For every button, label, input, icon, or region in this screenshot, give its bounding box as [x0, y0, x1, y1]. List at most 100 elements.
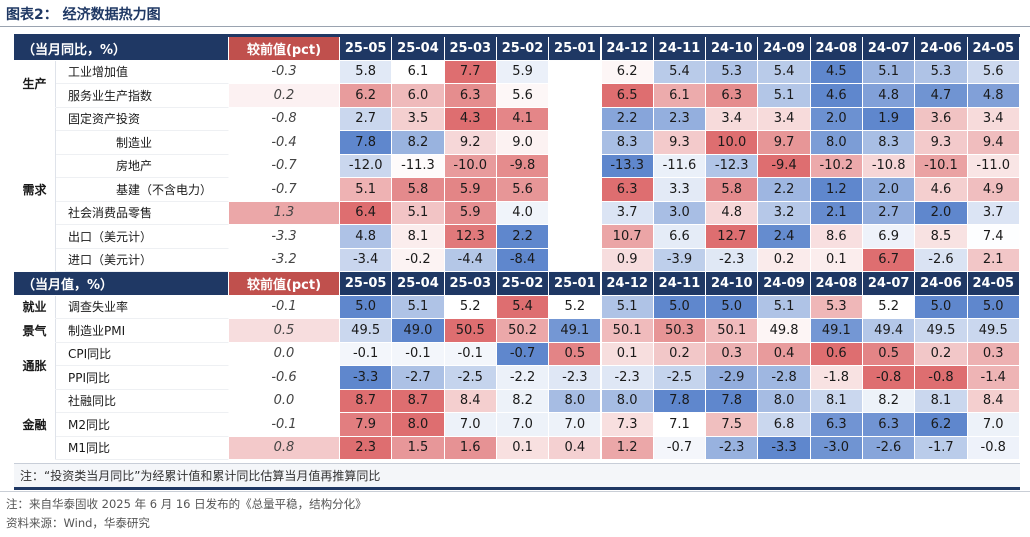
heat-cell: 3.0: [653, 201, 707, 225]
indicator-label: M2同比: [56, 413, 229, 437]
heat-cell: -10.0: [444, 154, 497, 178]
change-value: 0.8: [229, 436, 340, 460]
heat-cell: 7.0: [549, 413, 602, 437]
heat-cell: -8.4: [496, 248, 550, 272]
heat-cell: 8.0: [549, 389, 602, 413]
indicator-label: 调查失业率: [56, 295, 229, 319]
column-header: 24-06: [915, 37, 968, 61]
heat-cell: 5.1: [758, 84, 811, 108]
heat-cell: -3.3: [340, 366, 393, 390]
heat-cell: 4.7: [915, 84, 968, 108]
column-header: 25-01: [549, 272, 602, 296]
change-value: -0.7: [229, 178, 340, 202]
change-header: 较前值(pct): [229, 272, 340, 296]
heat-cell: 5.1: [863, 60, 916, 84]
heat-cell: 5.4: [758, 60, 811, 84]
footnote-source: 注：来自华泰固收 2025 年 6 月 16 日发布的《总量平稳，结构分化》: [6, 497, 367, 511]
heat-cell: 8.4: [444, 389, 497, 413]
heat-cell: 49.0: [392, 319, 445, 343]
heat-cell: [549, 248, 602, 272]
heat-cell: 0.1: [810, 248, 863, 272]
indicator-label: 制造业PMI: [56, 319, 229, 343]
heat-cell: 8.1: [915, 389, 968, 413]
heat-cell: 3.3: [653, 178, 707, 202]
heat-cell: 6.0: [392, 84, 445, 108]
heat-cell: -11.3: [392, 154, 445, 178]
heat-cell: 8.2: [863, 389, 916, 413]
indicator-label: 服务业生产指数: [56, 84, 229, 108]
heat-cell: 0.1: [601, 342, 654, 366]
heat-cell: 1.5: [392, 436, 445, 460]
heat-cell: 0.1: [496, 436, 550, 460]
heat-cell: -1.7: [915, 436, 968, 460]
heat-cell: -2.7: [392, 366, 445, 390]
heat-cell: 49.1: [549, 319, 602, 343]
column-header: 24-07: [863, 37, 916, 61]
heat-cell: -10.1: [915, 154, 968, 178]
heat-cell: [549, 84, 602, 108]
heat-cell: 7.7: [444, 60, 497, 84]
column-header: 25-02: [496, 37, 550, 61]
heat-cell: 3.6: [915, 107, 968, 131]
heat-cell: 5.9: [496, 60, 550, 84]
change-value: 0.5: [229, 319, 340, 343]
heat-cell: -4.4: [444, 248, 497, 272]
column-header: 25-02: [496, 272, 550, 296]
heat-cell: 1.9: [863, 107, 916, 131]
heat-cell: -0.1: [444, 342, 497, 366]
heat-cell: 7.0: [496, 413, 550, 437]
heat-cell: 8.0: [601, 389, 654, 413]
heat-cell: 8.4: [967, 389, 1020, 413]
heat-cell: 5.1: [340, 178, 393, 202]
heat-cell: 5.1: [392, 295, 445, 319]
heat-cell: 8.5: [915, 225, 968, 249]
change-value: -0.3: [229, 60, 340, 84]
heat-cell: 9.0: [496, 131, 550, 155]
column-header: 25-04: [392, 272, 445, 296]
heat-cell: 6.3: [601, 178, 654, 202]
heat-cell: 4.9: [967, 178, 1020, 202]
change-value: -0.8: [229, 107, 340, 131]
heat-cell: -1.8: [810, 366, 863, 390]
heat-cell: 3.7: [601, 201, 654, 225]
category-label: 金融: [14, 389, 56, 460]
chart-title: 图表2： 经济数据热力图: [6, 7, 161, 23]
heat-cell: 8.6: [810, 225, 863, 249]
heat-cell: 4.0: [496, 201, 550, 225]
heat-cell: 7.0: [967, 413, 1020, 437]
column-header: 25-01: [549, 37, 602, 61]
heat-cell: 4.3: [444, 107, 497, 131]
heat-cell: 50.1: [601, 319, 654, 343]
heat-cell: 2.3: [340, 436, 393, 460]
heat-cell: 50.2: [496, 319, 550, 343]
heat-cell: -0.1: [392, 342, 445, 366]
heat-cell: 10.7: [601, 225, 654, 249]
heat-cell: 12.7: [706, 225, 759, 249]
category-label: 就业: [14, 295, 56, 319]
heat-cell: 3.2: [758, 201, 811, 225]
title-divider: [0, 26, 1030, 27]
category-label: 景气: [14, 319, 56, 343]
heat-cell: 6.5: [601, 84, 654, 108]
heat-cell: 0.2: [915, 342, 968, 366]
indicator-label: 固定资产投资: [56, 107, 229, 131]
heat-cell: 1.2: [810, 178, 863, 202]
indicator-label: 制造业: [56, 131, 229, 155]
heat-cell: -0.7: [496, 342, 550, 366]
heat-cell: 10.0: [706, 131, 759, 155]
heat-cell: 4.8: [340, 225, 393, 249]
heat-cell: 7.5: [706, 413, 759, 437]
heat-cell: 6.2: [340, 84, 393, 108]
heat-cell: 5.0: [706, 295, 759, 319]
column-header: 24-05: [967, 37, 1020, 61]
heat-cell: -9.4: [758, 154, 811, 178]
heat-cell: 6.6: [653, 225, 707, 249]
heat-cell: -1.4: [967, 366, 1020, 390]
heat-cell: 5.1: [758, 295, 811, 319]
change-value: 1.3: [229, 201, 340, 225]
category-label: 通胀: [14, 342, 56, 390]
column-header: 24-09: [758, 37, 811, 61]
heat-cell: -12.0: [340, 154, 393, 178]
heat-cell: [549, 178, 602, 202]
column-header: 24-08: [810, 37, 863, 61]
